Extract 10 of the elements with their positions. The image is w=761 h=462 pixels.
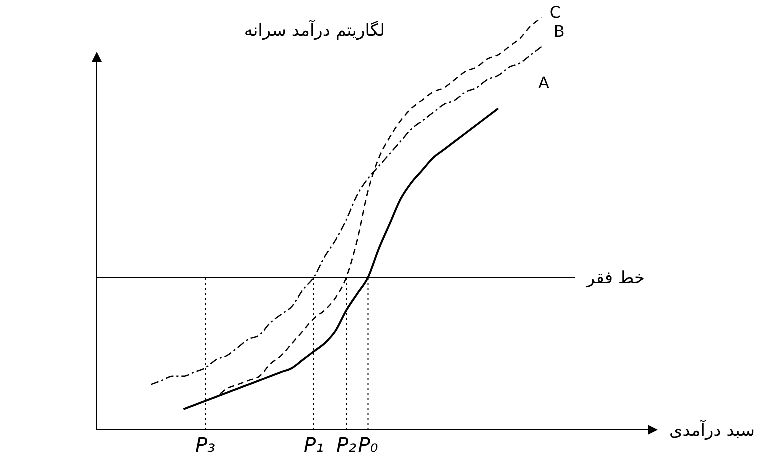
- text: A: [538, 74, 550, 93]
- x-tick-label: P₀: [358, 433, 378, 457]
- series-label: C: [550, 3, 562, 22]
- y-axis-title: لگاریتم درآمد سرانه: [244, 20, 385, 41]
- x-tick-label: P₂: [336, 433, 357, 457]
- x-tick-label: P₃: [195, 433, 216, 457]
- x-axis-title: سبد درآمدی: [669, 420, 755, 441]
- x-tick-label: P₁: [304, 433, 324, 457]
- series-label: B: [554, 22, 565, 41]
- ref-line-label: خط فقر: [586, 268, 645, 289]
